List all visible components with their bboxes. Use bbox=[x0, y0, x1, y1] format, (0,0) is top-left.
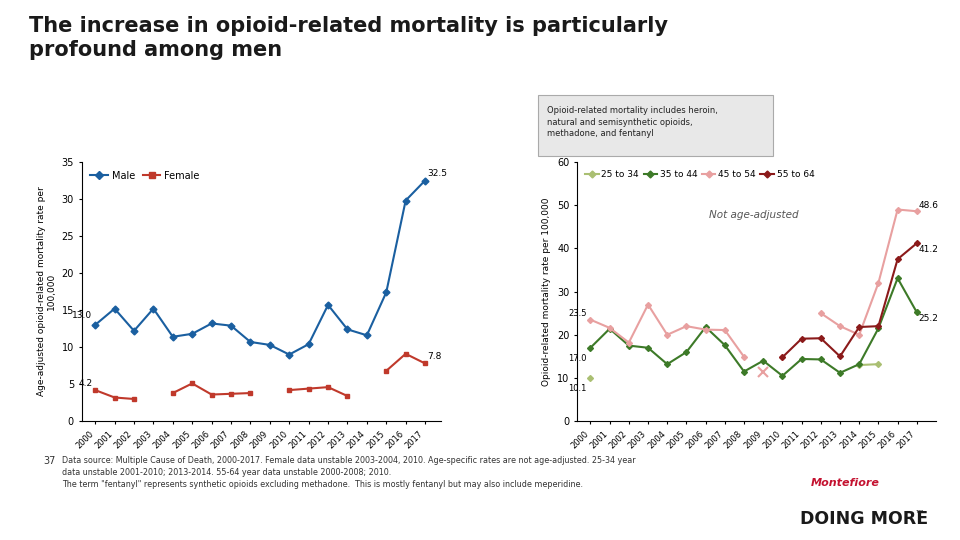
45 to 54 bbox=[642, 301, 654, 308]
35 to 44 bbox=[642, 345, 654, 351]
35 to 44 bbox=[719, 342, 731, 348]
35 to 44 bbox=[815, 356, 827, 363]
Legend: Male, Female: Male, Female bbox=[86, 167, 204, 185]
35 to 44 bbox=[777, 373, 788, 379]
Line: 35 to 44: 35 to 44 bbox=[588, 276, 919, 378]
55 to 64 bbox=[853, 324, 865, 330]
Line: 55 to 64: 55 to 64 bbox=[780, 241, 919, 359]
55 to 64 bbox=[892, 256, 903, 262]
Text: Not age-adjusted: Not age-adjusted bbox=[708, 210, 799, 220]
35 to 44 bbox=[796, 356, 807, 362]
Text: 48.6: 48.6 bbox=[919, 201, 939, 210]
45 to 54 bbox=[585, 316, 596, 323]
Line: 45 to 54: 45 to 54 bbox=[588, 302, 746, 359]
35 to 44 bbox=[661, 361, 673, 367]
55 to 64 bbox=[873, 323, 884, 329]
Text: 17.0: 17.0 bbox=[568, 354, 587, 363]
35 to 44 bbox=[834, 369, 846, 376]
Text: Montefiore: Montefiore bbox=[811, 478, 880, 488]
35 to 44 bbox=[681, 349, 692, 355]
45 to 54 bbox=[661, 332, 673, 338]
Text: 41.2: 41.2 bbox=[919, 245, 939, 254]
45 to 54 bbox=[681, 323, 692, 329]
35 to 44 bbox=[757, 357, 769, 364]
35 to 44 bbox=[700, 324, 711, 330]
Text: 10.1: 10.1 bbox=[568, 384, 587, 393]
Text: 32.5: 32.5 bbox=[427, 170, 447, 178]
35 to 44 bbox=[585, 345, 596, 351]
55 to 64 bbox=[911, 240, 923, 246]
Legend: 25 to 34, 35 to 44, 45 to 54, 55 to 64: 25 to 34, 35 to 44, 45 to 54, 55 to 64 bbox=[582, 166, 818, 183]
Text: Opioid-related mortality includes heroin,
natural and semisynthetic opioids,
met: Opioid-related mortality includes heroin… bbox=[547, 106, 718, 138]
45 to 54 bbox=[738, 354, 750, 360]
55 to 64 bbox=[777, 354, 788, 361]
55 to 64 bbox=[815, 335, 827, 341]
35 to 44 bbox=[738, 368, 750, 375]
Text: 23.5: 23.5 bbox=[568, 308, 587, 318]
Text: 13.0: 13.0 bbox=[72, 312, 92, 320]
Y-axis label: Opioid-related mortality rate per 100,000: Opioid-related mortality rate per 100,00… bbox=[542, 197, 551, 386]
45 to 54 bbox=[700, 326, 711, 333]
Text: DOING MORE: DOING MORE bbox=[800, 510, 927, 528]
35 to 44 bbox=[873, 325, 884, 332]
Text: ™: ™ bbox=[915, 508, 924, 518]
Text: Data source: Multiple Cause of Death, 2000-2017. Female data unstable 2003-2004,: Data source: Multiple Cause of Death, 20… bbox=[62, 456, 636, 489]
Text: 37: 37 bbox=[43, 456, 56, 467]
55 to 64 bbox=[796, 335, 807, 342]
Y-axis label: Age-adjusted opioid-related mortality rate per
100,000: Age-adjusted opioid-related mortality ra… bbox=[36, 187, 56, 396]
45 to 54 bbox=[719, 327, 731, 333]
FancyBboxPatch shape bbox=[538, 95, 773, 156]
Text: 25.2: 25.2 bbox=[919, 314, 939, 323]
35 to 44 bbox=[892, 275, 903, 281]
55 to 64 bbox=[834, 353, 846, 360]
45 to 54 bbox=[623, 339, 635, 346]
35 to 44 bbox=[623, 342, 635, 349]
Text: 4.2: 4.2 bbox=[78, 379, 92, 388]
35 to 44 bbox=[853, 361, 865, 367]
Text: 7.8: 7.8 bbox=[427, 352, 442, 361]
35 to 44 bbox=[604, 326, 615, 332]
35 to 44 bbox=[911, 309, 923, 315]
Text: The increase in opioid-related mortality is particularly
profound among men: The increase in opioid-related mortality… bbox=[29, 16, 668, 60]
45 to 54 bbox=[604, 325, 615, 331]
